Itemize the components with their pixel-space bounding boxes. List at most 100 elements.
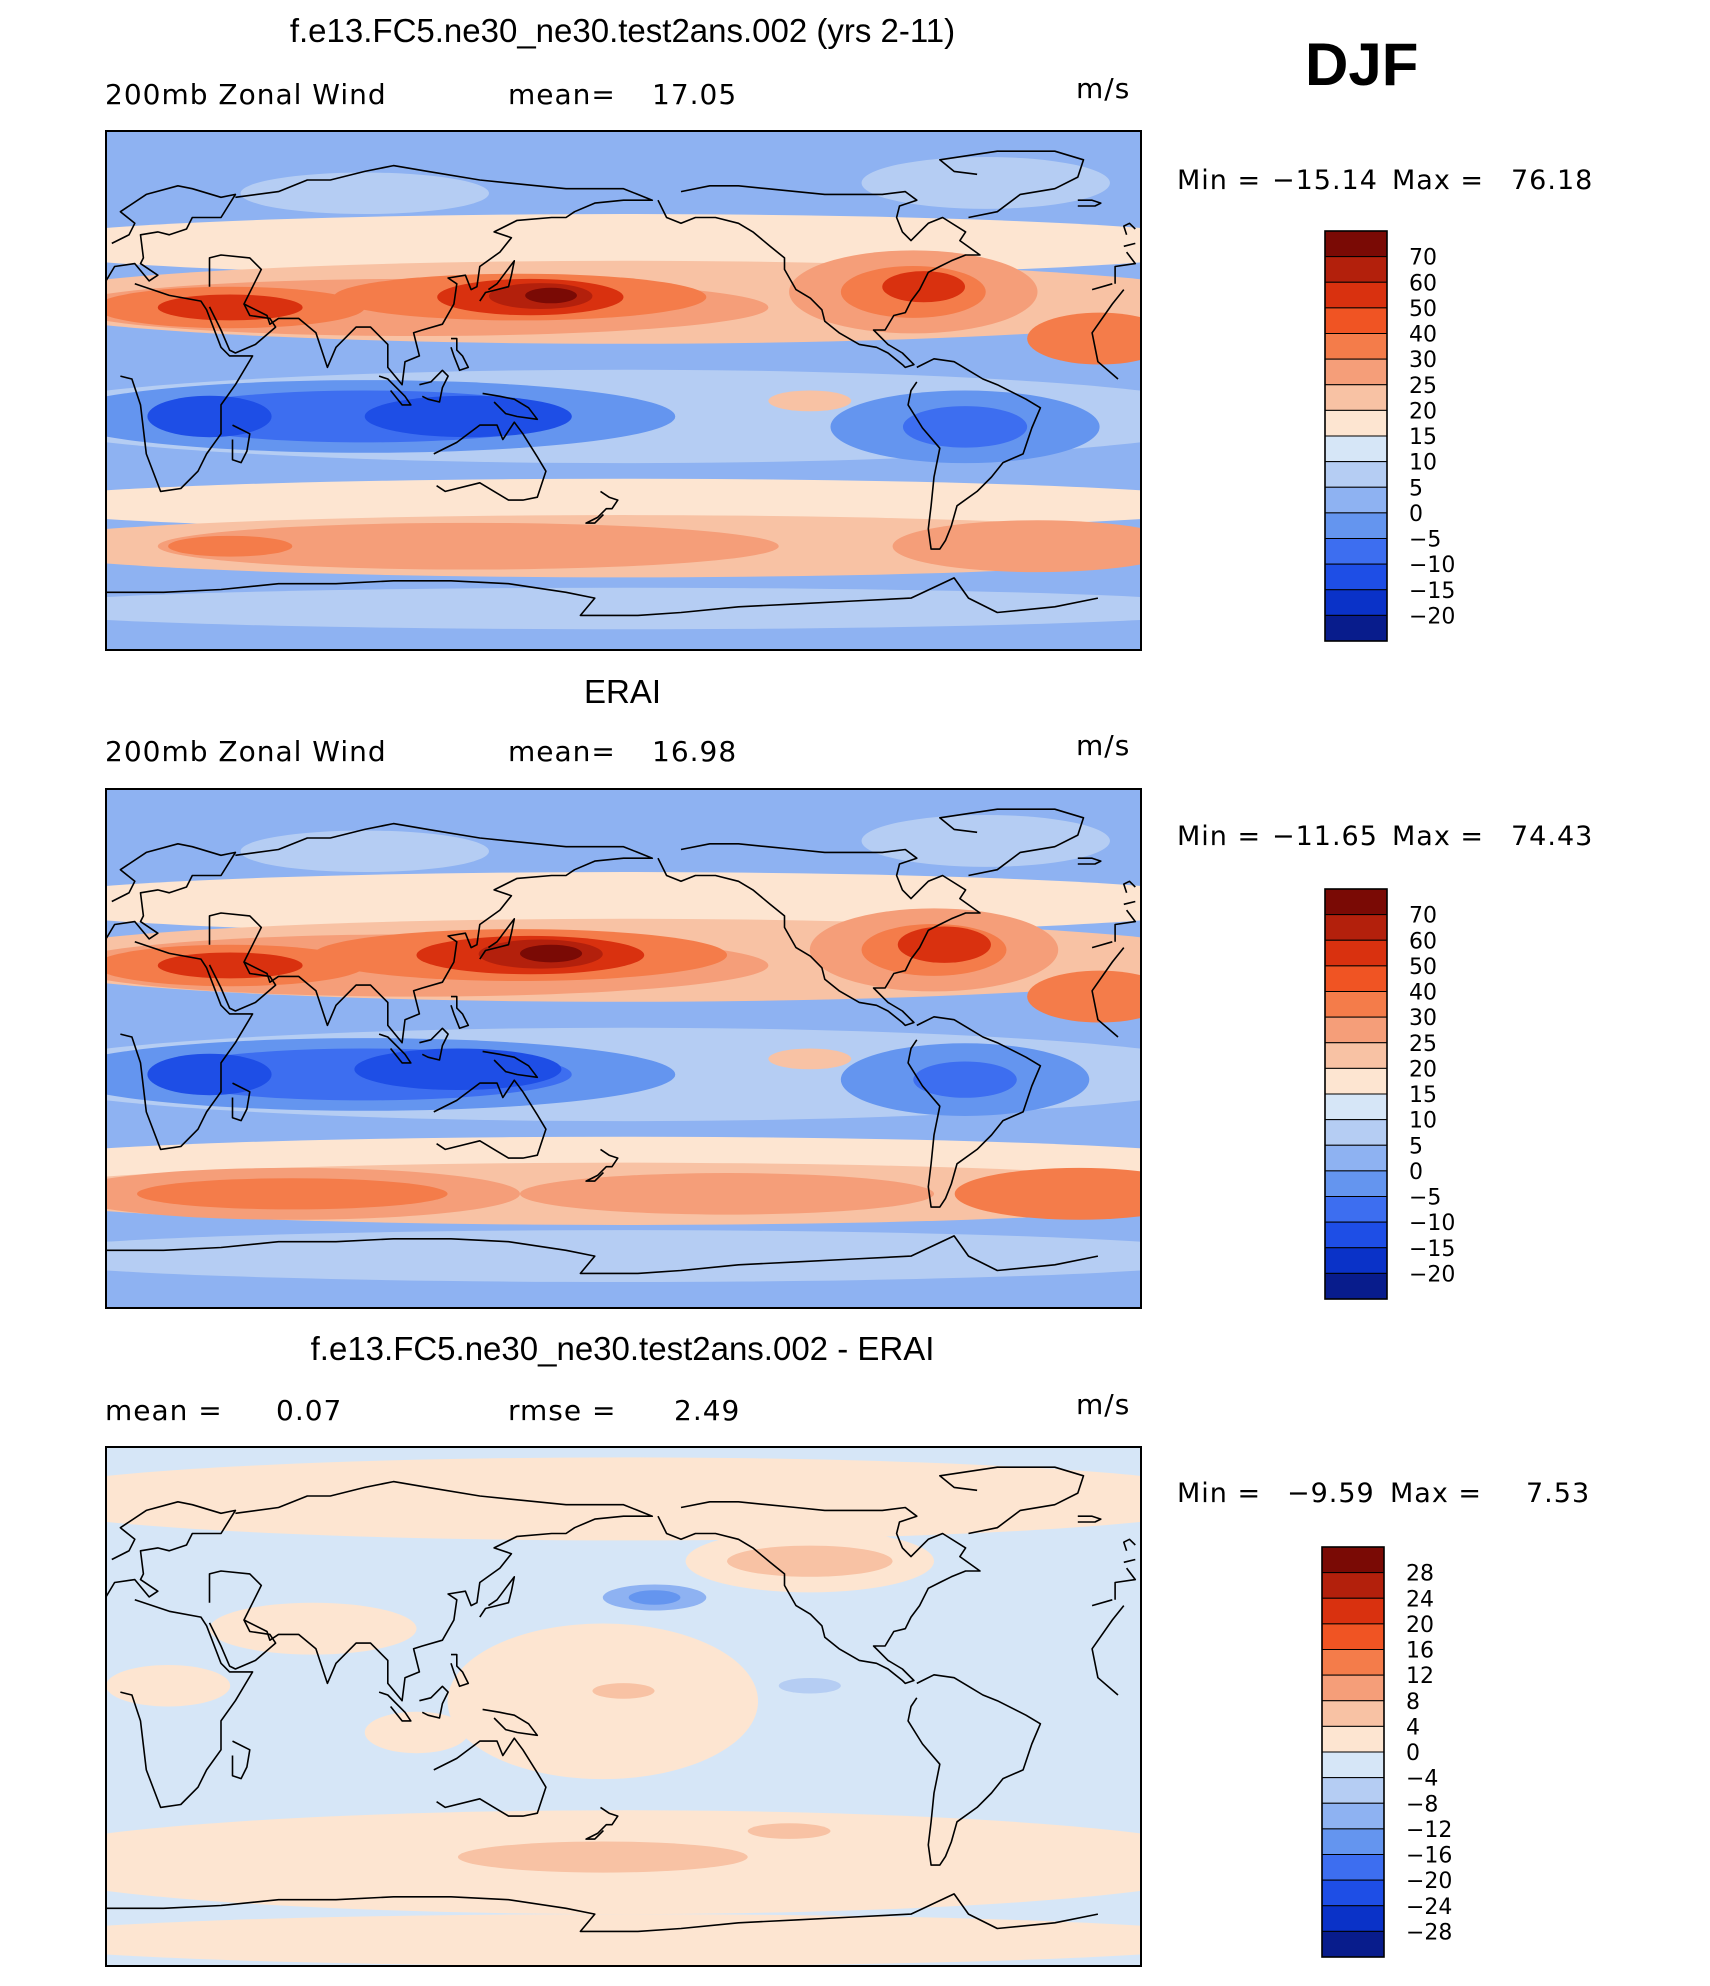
colorbar-swatch (1321, 1623, 1385, 1651)
colorbar-tick-label: 20 (1409, 1057, 1437, 1082)
colorbar-swatch (1321, 1905, 1385, 1932)
colorbar-swatch (1324, 358, 1388, 386)
panel-2-min-value: −11.65 (1272, 821, 1378, 852)
coastline-segment (450, 995, 470, 1030)
colorbar-tick-label: −15 (1409, 579, 1455, 604)
contour-fill-region (157, 952, 303, 979)
coastline-segment (419, 1685, 449, 1719)
colorbar-tick-label: 20 (1406, 1613, 1434, 1638)
colorbar-tick-label: 30 (1409, 348, 1437, 373)
coastline-segment (208, 961, 277, 1012)
contour-fill-region (106, 587, 1141, 630)
colorbar-swatch (1324, 888, 1388, 916)
colorbar-swatch (1324, 589, 1388, 616)
contour-fill-region (106, 131, 1141, 178)
colorbar-tick-label: −4 (1406, 1767, 1438, 1792)
panel-3-min-label: Min = (1177, 1478, 1262, 1509)
map-frame-1 (105, 130, 1142, 651)
panel-2-mean-value: 16.98 (652, 735, 738, 768)
colorbar-swatch (1321, 1572, 1385, 1599)
colorbar-swatch (1324, 435, 1388, 463)
colorbar-swatch (1324, 512, 1388, 540)
contour-fill-region (1027, 970, 1141, 1023)
colorbar-tick-label: 5 (1409, 1134, 1423, 1159)
colorbar-tick-label: 15 (1409, 1083, 1437, 1108)
colorbar-swatch (1324, 1221, 1388, 1249)
coastline-segment (433, 421, 547, 501)
contour-fill-region (902, 406, 1028, 448)
contour-fill-region (106, 1457, 1141, 1541)
colorbar-tick-label: 12 (1406, 1664, 1434, 1689)
coastline-segment (1123, 1538, 1136, 1552)
colorbar-tick-label: −5 (1409, 528, 1441, 553)
colorbar-swatch (1324, 281, 1388, 309)
coastline-segment (433, 1737, 547, 1817)
colorbar-swatch (1321, 1879, 1385, 1907)
colorbar-swatch (1321, 1700, 1385, 1727)
contour-fill-region (106, 789, 1141, 836)
coastline-segment (433, 1079, 547, 1159)
colorbar-tick-label: 10 (1409, 451, 1437, 476)
colorbar-tick-label: 60 (1409, 271, 1437, 296)
map-panel-3 (106, 1447, 1141, 1966)
coastline-segment (106, 1501, 237, 1598)
coastline-segment (120, 283, 254, 493)
coastline-segment (1091, 947, 1125, 1038)
colorbar-tick-label: 40 (1409, 323, 1437, 348)
coastline-segment (231, 1740, 251, 1780)
coastline-segment (1114, 909, 1137, 942)
colorbar-tick-label: 15 (1409, 425, 1437, 450)
contour-fill-region (592, 1683, 655, 1699)
colorbar-swatch (1324, 1247, 1388, 1274)
coastline-segment (907, 357, 1042, 550)
panel-3-mean-label: mean = (105, 1394, 223, 1427)
coastline-segment (907, 1015, 1042, 1208)
map-frame-2 (105, 788, 1142, 1309)
contour-fill-region (457, 1841, 748, 1873)
contour-fill-region (747, 1823, 831, 1839)
colorbar-swatch (1324, 1144, 1388, 1172)
contour-fill-region (768, 1048, 852, 1070)
coastline-segment (208, 164, 654, 386)
contour-fill-region (137, 1178, 448, 1210)
coastline-segment (907, 1674, 1042, 1866)
colorbar-tick-label: 4 (1406, 1715, 1420, 1740)
coastline-segment (585, 490, 619, 524)
coastline-segment (106, 1893, 1099, 1933)
colorbar-swatch (1324, 486, 1388, 514)
coastline-segment (231, 1082, 251, 1122)
coastline-segment (208, 303, 277, 354)
colorbar-tick-label: −10 (1409, 553, 1455, 578)
contour-fill-region (364, 1711, 469, 1754)
coastline-segment (419, 1027, 449, 1061)
panel-1-min-value: −15.14 (1272, 165, 1378, 196)
coastline-segment (106, 577, 1099, 617)
colorbar-swatch (1324, 307, 1388, 335)
coastline-segment (120, 1599, 254, 1809)
coastlines-1 (106, 150, 1137, 617)
colorbar-swatch (1324, 1016, 1388, 1044)
colorbar-tick-label: 70 (1409, 246, 1437, 271)
coastline-segment (1091, 1599, 1113, 1607)
colorbar-tick-label: 60 (1409, 929, 1437, 954)
coastline-segment (585, 1806, 619, 1840)
coastlines-3 (106, 1466, 1137, 1933)
colorbar-swatch (1321, 1751, 1385, 1779)
panel-1-mean-value: 17.05 (652, 78, 738, 111)
panel-3-rmse-value: 2.49 (674, 1394, 741, 1427)
colorbar-tick-label: 8 (1406, 1690, 1420, 1715)
colorbar-swatch (1321, 1725, 1385, 1753)
colorbar-tick-label: 25 (1409, 1032, 1437, 1057)
colorbar-swatch (1324, 614, 1388, 642)
colorbar-swatch (1324, 1042, 1388, 1069)
contour-fill-region (168, 535, 293, 557)
contour-fill-region (364, 395, 572, 438)
contour-fill-region (106, 478, 1141, 531)
coastline-segment (938, 1466, 1085, 1535)
colorbar-tick-label: 0 (1406, 1741, 1420, 1766)
colorbar-tick-label: 30 (1409, 1006, 1437, 1031)
contour-fill-region (913, 1061, 1017, 1098)
coastline-segment (1077, 857, 1102, 865)
coastline-segment (585, 1148, 619, 1182)
